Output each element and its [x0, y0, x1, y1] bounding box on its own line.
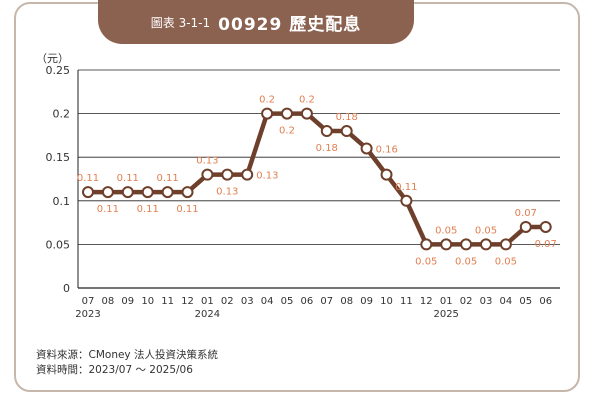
data-labels: 0.11 0.11 0.11 0.11 0.11 0.11 0.13 0.13 0.13 0.2 0… — [77, 95, 557, 268]
data-point — [340, 125, 353, 138]
x-tick-labels: 07 08 09 10 11 12 01 02 03 04 05 06 07 08 09 10 11 12 01 02… — [75, 296, 552, 320]
data-point — [141, 186, 154, 199]
x-tick-label: 02 — [221, 296, 234, 307]
data-point — [440, 238, 453, 251]
x-tick-label: 04 — [500, 296, 513, 307]
y-tick-label: 0.25 — [46, 64, 71, 77]
x-tick-label: 08 — [102, 296, 115, 307]
data-points — [82, 107, 552, 251]
data-label: 0.05 — [475, 225, 497, 236]
x-tick-label: 04 — [261, 296, 274, 307]
x-tick-label: 07 — [320, 296, 333, 307]
data-label: 0.18 — [336, 112, 358, 123]
data-point — [360, 142, 373, 155]
y-tick-labels: 0 0.05 0.1 0.15 0.2 0.25 — [46, 64, 71, 295]
data-point — [460, 238, 473, 251]
data-label: 0.2 — [299, 95, 315, 106]
data-point — [201, 168, 214, 181]
data-label: 0.11 — [156, 173, 178, 184]
y-tick-label: 0.2 — [53, 108, 71, 121]
data-point — [300, 107, 313, 120]
x-tick-label: 01 — [201, 296, 214, 307]
source-line: 資料來源：CMoney 法人投資決策系統 — [36, 349, 218, 361]
data-point — [181, 186, 194, 199]
data-point — [241, 168, 254, 181]
x-tick-label: 05 — [281, 296, 294, 307]
data-point — [320, 125, 333, 138]
chart-title: 00929 歷史配息 — [218, 14, 362, 35]
title-tab: 圖表 3-1-1 00929 歷史配息 — [98, 0, 414, 44]
date-range-line: 資料時間：2023/07 ～ 2025/06 — [36, 364, 193, 376]
x-tick-label: 02 — [460, 296, 473, 307]
y-axis-unit: （元） — [36, 52, 69, 65]
data-point — [380, 168, 393, 181]
data-point — [499, 238, 512, 251]
data-label: 0.13 — [216, 187, 238, 198]
grid-lines — [77, 69, 560, 289]
x-tick-label: 07 — [82, 296, 95, 307]
data-point — [161, 186, 174, 199]
x-tick-label: 08 — [340, 296, 353, 307]
data-label: 0.11 — [97, 204, 119, 215]
x-tick-label: 03 — [241, 296, 254, 307]
y-tick-label: 0.15 — [46, 151, 71, 164]
y-tick-label: 0.05 — [46, 238, 71, 251]
source-note: 資料來源：CMoney 法人投資決策系統 資料時間：2023/07 ～ 2025… — [36, 348, 218, 378]
data-label: 0.11 — [395, 182, 417, 193]
y-tick-label: 0.1 — [53, 195, 71, 208]
data-point — [539, 220, 552, 233]
data-label: 0.05 — [435, 225, 457, 236]
data-point — [420, 238, 433, 251]
x-tick-label: 01 — [440, 296, 453, 307]
data-label: 0.11 — [117, 173, 139, 184]
data-label: 0.13 — [196, 156, 218, 167]
data-label: 0.11 — [137, 204, 159, 215]
data-point — [121, 186, 134, 199]
data-point — [281, 107, 293, 120]
data-label: 0.2 — [259, 95, 275, 106]
x-tick-label: 12 — [181, 296, 194, 307]
data-label: 0.05 — [455, 256, 477, 267]
data-label: 0.13 — [256, 171, 278, 182]
x-tick-label: 12 — [420, 296, 433, 307]
data-label: 0.11 — [176, 204, 198, 215]
data-label: 0.07 — [535, 239, 557, 250]
x-tick-label: 06 — [539, 296, 552, 307]
data-point — [400, 194, 413, 207]
year-label: 2023 — [75, 309, 100, 320]
x-tick-label: 11 — [400, 296, 413, 307]
x-tick-label: 10 — [380, 296, 393, 307]
x-tick-label: 05 — [519, 296, 532, 307]
data-point — [480, 238, 492, 251]
x-tick-label: 09 — [121, 296, 134, 307]
data-label: 0.18 — [316, 143, 338, 154]
data-label: 0.05 — [495, 256, 517, 267]
data-point — [519, 220, 532, 233]
data-label: 0.11 — [77, 173, 99, 184]
x-tick-label: 09 — [360, 296, 373, 307]
x-tick-label: 11 — [161, 296, 174, 307]
data-point — [82, 186, 94, 199]
data-point — [261, 107, 274, 120]
data-label: 0.05 — [415, 256, 437, 267]
x-tick-label: 03 — [480, 296, 493, 307]
data-label: 0.16 — [376, 144, 398, 155]
y-tick-label: 0 — [63, 282, 70, 295]
data-label: 0.2 — [279, 126, 295, 137]
data-point — [101, 186, 114, 199]
data-point — [221, 168, 234, 181]
chart-label: 圖表 3-1-1 — [150, 15, 211, 30]
data-label: 0.07 — [515, 208, 537, 219]
x-tick-label: 10 — [141, 296, 154, 307]
x-tick-label: 06 — [301, 296, 314, 307]
year-label: 2025 — [433, 309, 458, 320]
year-label: 2024 — [195, 309, 220, 320]
